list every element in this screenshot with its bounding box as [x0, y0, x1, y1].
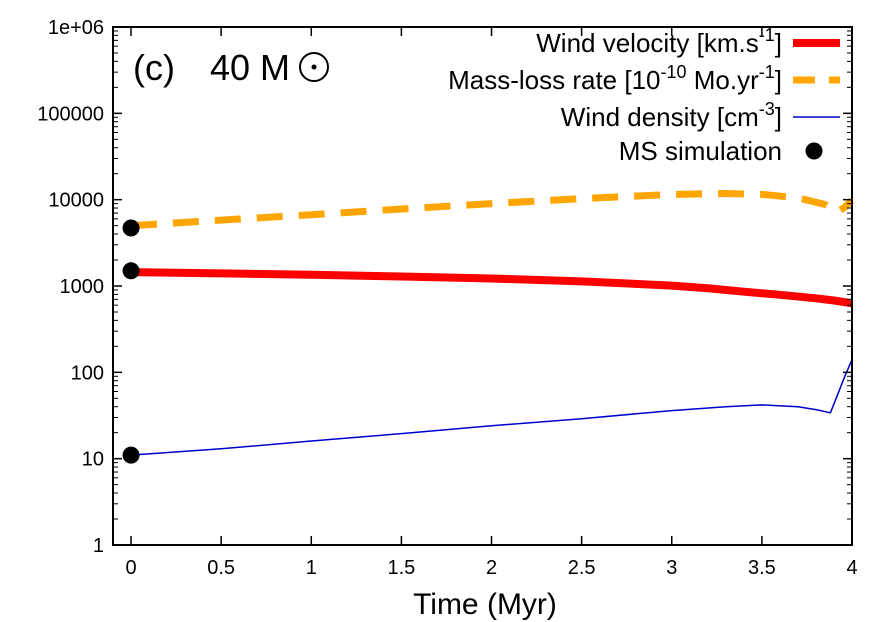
x-tick-label: 2	[486, 557, 497, 579]
sun-symbol-dot	[311, 64, 317, 70]
legend-swatch	[805, 142, 823, 160]
x-axis-title: Time (Myr)	[413, 588, 557, 621]
y-tick-label: 1	[93, 535, 104, 557]
legend-label: Wind velocity [km.s-1]	[536, 25, 782, 58]
ms-simulation-point	[122, 446, 140, 464]
legend-label: Wind density [cm-3]	[561, 99, 782, 132]
mass-label: 40 M	[210, 47, 290, 88]
y-tick-label: 1e+06	[48, 17, 104, 39]
series-line-2	[130, 190, 855, 230]
x-tick-label: 0.5	[207, 557, 235, 579]
legend-label: MS simulation	[619, 136, 782, 166]
y-tick-label: 100	[71, 362, 104, 384]
legend: Wind velocity [km.s-1] Mass-loss rate [10…	[448, 25, 840, 166]
series-line-3	[130, 359, 853, 456]
ms-simulation-point	[122, 262, 140, 280]
y-tick-label: 10	[82, 449, 104, 471]
plot-marks	[122, 190, 855, 464]
x-tick-label: 1.5	[387, 557, 415, 579]
x-tick-label: 1	[306, 557, 317, 579]
panel-label: (c)	[133, 47, 175, 88]
x-tick-label: 2.5	[568, 557, 596, 579]
ms-simulation-point	[122, 219, 140, 237]
axis-ticks: 0 0.5 1 1.5 2 2.5 3 3.5 4 1 10 100 1000 10000 100000 1e…	[37, 17, 857, 579]
sun-symbol-icon	[299, 52, 329, 82]
x-tick-label: 0	[125, 557, 136, 579]
legend-label: Mass-loss rate [10-10 Mo.yr-1]	[448, 62, 782, 95]
y-tick-label: 10000	[48, 190, 104, 212]
x-tick-label: 3.5	[748, 557, 776, 579]
x-tick-label: 3	[666, 557, 677, 579]
series-line-1	[130, 268, 853, 308]
y-tick-label: 1000	[60, 276, 105, 298]
x-tick-label: 4	[846, 557, 857, 579]
y-tick-label: 100000	[37, 103, 104, 125]
